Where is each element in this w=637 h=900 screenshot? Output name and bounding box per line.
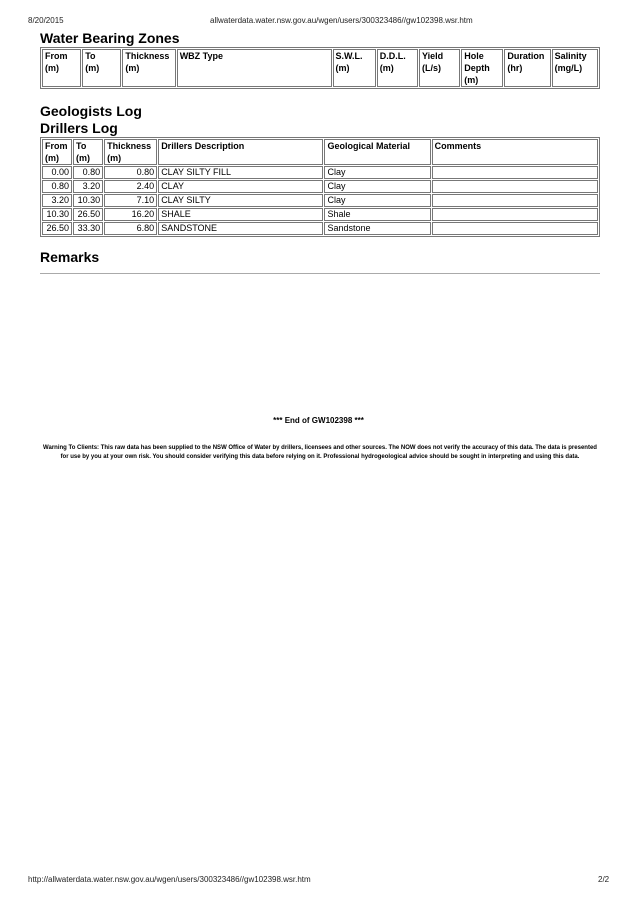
table-cell: Clay bbox=[324, 166, 431, 179]
table-cell: CLAY SILTY bbox=[158, 194, 324, 207]
drillers-log-title: Drillers Log bbox=[40, 120, 118, 136]
table-cell: CLAY SILTY FILL bbox=[158, 166, 324, 179]
table-row: 10.30 26.50 16.20 SHALE Shale bbox=[42, 208, 598, 221]
column-header: Thickness (m) bbox=[104, 139, 158, 165]
table-cell: CLAY bbox=[158, 180, 324, 193]
column-header-line: Thickness bbox=[125, 51, 170, 61]
column-header-line: (m) bbox=[379, 63, 394, 73]
table-row: 3.20 10.30 7.10 CLAY SILTY Clay bbox=[42, 194, 598, 207]
column-header-line: (m) bbox=[45, 63, 59, 73]
column-header: D.D.L. (m) bbox=[376, 49, 418, 87]
table-cell: 26.50 bbox=[42, 222, 73, 235]
column-header-line: Geological Material bbox=[327, 141, 411, 151]
column-header-line: Depth bbox=[464, 63, 490, 73]
column-header-line: To bbox=[85, 51, 96, 61]
column-header: Hole Depth (m) bbox=[461, 49, 504, 87]
column-header-line: (m) bbox=[76, 153, 91, 163]
page-number: 2/2 bbox=[598, 875, 610, 884]
column-header-line: (L/s) bbox=[421, 63, 441, 73]
column-header-line: (m) bbox=[107, 153, 122, 163]
column-header: WBZ Type bbox=[176, 49, 332, 87]
column-header-line: (m) bbox=[45, 153, 59, 163]
table-cell bbox=[431, 180, 598, 193]
table-cell bbox=[431, 194, 598, 207]
column-header-line: (m) bbox=[125, 63, 140, 73]
table-row: 0.80 3.20 2.40 CLAY Clay bbox=[42, 180, 598, 193]
column-header-line: Yield bbox=[421, 51, 444, 61]
column-header: Geological Material bbox=[324, 139, 431, 165]
column-header-line: Comments bbox=[434, 141, 482, 151]
column-header: Salinity (mg/L) bbox=[551, 49, 598, 87]
wbz-table: From (m) To (m) Thickness (m) WBZ Type S.W.L. (… bbox=[40, 47, 600, 89]
column-header: To (m) bbox=[82, 49, 122, 87]
column-header: S.W.L. (m) bbox=[332, 49, 376, 87]
column-header-line: To bbox=[76, 141, 87, 151]
wbz-title: Water Bearing Zones bbox=[40, 30, 180, 46]
column-header-line: From bbox=[45, 141, 68, 151]
column-header-line: Hole bbox=[464, 51, 484, 61]
column-header: Comments bbox=[431, 139, 598, 165]
table-cell: 3.20 bbox=[42, 194, 73, 207]
column-header-line: Duration bbox=[507, 51, 545, 61]
divider bbox=[40, 273, 600, 274]
geologists-log-title: Geologists Log bbox=[40, 103, 142, 119]
remarks-title: Remarks bbox=[40, 249, 100, 265]
table-cell: SANDSTONE bbox=[158, 222, 324, 235]
column-header: Yield (L/s) bbox=[418, 49, 461, 87]
column-header-line: (m) bbox=[464, 75, 479, 85]
table-cell: 6.80 bbox=[104, 222, 158, 235]
column-header-line: Thickness bbox=[107, 141, 152, 151]
table-cell: Shale bbox=[324, 208, 431, 221]
column-header-line: From bbox=[45, 51, 68, 61]
column-header-line: (m) bbox=[85, 63, 100, 73]
column-header-line: (mg/L) bbox=[554, 63, 583, 73]
column-header-line: WBZ Type bbox=[179, 51, 224, 61]
print-url: allwaterdata.water.nsw.gov.au/wgen/users… bbox=[210, 16, 473, 25]
table-cell: 10.30 bbox=[42, 208, 73, 221]
table-cell: 16.20 bbox=[104, 208, 158, 221]
table-header-row: From (m) To (m) Thickness (m) WBZ Type S.W.L. (… bbox=[42, 49, 598, 87]
table-cell: 0.00 bbox=[42, 166, 73, 179]
table-cell bbox=[431, 166, 598, 179]
table-cell: 26.50 bbox=[73, 208, 104, 221]
column-header-line: D.D.L. bbox=[379, 51, 406, 61]
column-header: Duration (hr) bbox=[504, 49, 551, 87]
table-cell: 2.40 bbox=[104, 180, 158, 193]
column-header-line: (m) bbox=[335, 63, 350, 73]
table-cell: 7.10 bbox=[104, 194, 158, 207]
print-date: 8/20/2015 bbox=[28, 16, 64, 25]
table-cell: Clay bbox=[324, 180, 431, 193]
column-header-line: (hr) bbox=[507, 63, 523, 73]
table-cell: Sandstone bbox=[324, 222, 431, 235]
table-row: 0.00 0.80 0.80 CLAY SILTY FILL Clay bbox=[42, 166, 598, 179]
table-cell bbox=[431, 222, 598, 235]
column-header-line: Drillers Description bbox=[161, 141, 245, 151]
table-cell: 0.80 bbox=[104, 166, 158, 179]
table-cell: 0.80 bbox=[73, 166, 104, 179]
end-of-report: *** End of GW102398 *** bbox=[273, 416, 364, 425]
table-row: 26.50 33.30 6.80 SANDSTONE Sandstone bbox=[42, 222, 598, 235]
drillers-log-table: From (m) To (m) Thickness (m) Drillers Descrip… bbox=[40, 137, 600, 237]
column-header: To (m) bbox=[73, 139, 104, 165]
column-header: From (m) bbox=[42, 49, 82, 87]
column-header: Drillers Description bbox=[158, 139, 324, 165]
column-header-line: Salinity bbox=[554, 51, 587, 61]
table-cell: 33.30 bbox=[73, 222, 104, 235]
table-cell: 3.20 bbox=[73, 180, 104, 193]
table-cell: Clay bbox=[324, 194, 431, 207]
column-header: Thickness (m) bbox=[122, 49, 176, 87]
table-header-row: From (m) To (m) Thickness (m) Drillers Descrip… bbox=[42, 139, 598, 165]
column-header: From (m) bbox=[42, 139, 73, 165]
table-cell: SHALE bbox=[158, 208, 324, 221]
table-cell: 0.80 bbox=[42, 180, 73, 193]
column-header-line: S.W.L. bbox=[335, 51, 363, 61]
column-header-line bbox=[180, 62, 329, 74]
table-cell bbox=[431, 208, 598, 221]
table-cell: 10.30 bbox=[73, 194, 104, 207]
warning-text: Warning To Clients: This raw data has be… bbox=[43, 445, 597, 460]
footer-url: http://allwaterdata.water.nsw.gov.au/wge… bbox=[28, 875, 311, 884]
